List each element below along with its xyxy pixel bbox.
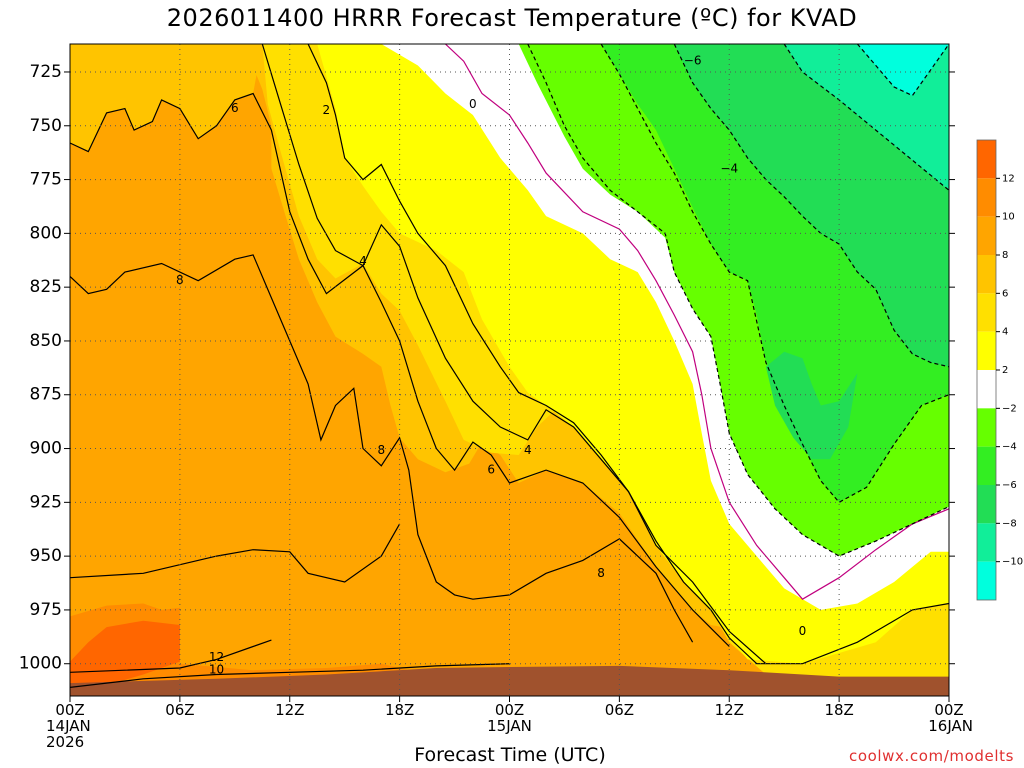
contour-label: 12: [209, 650, 224, 664]
contour-12: [70, 639, 272, 673]
y-tick-label: 825: [30, 277, 62, 297]
contour-minus4: [600, 44, 949, 504]
colorbar-label: −8: [1002, 518, 1017, 529]
contour-label: 2: [323, 103, 331, 117]
y-tick-label: 900: [30, 439, 62, 459]
contour-label: 0: [469, 97, 477, 111]
contour-label: 8: [176, 273, 184, 287]
band-12-plus: [70, 620, 180, 696]
colorbar-label: −4: [1002, 442, 1017, 453]
colorbar-swatch: [977, 523, 996, 562]
colorbar-label: 2: [1002, 365, 1008, 376]
colorbar-label: −2: [1002, 403, 1017, 414]
contour-0: [444, 44, 949, 600]
contour-label: 6: [231, 101, 239, 115]
colorbar-swatch: [977, 216, 996, 255]
contour-label: 6: [487, 463, 495, 477]
colorbar-swatch: [977, 331, 996, 370]
y-tick-label: 1000: [19, 654, 62, 674]
colorbar-swatch: [977, 140, 996, 179]
x-tick-label: 06Z: [605, 701, 634, 719]
colorbar-label: −6: [1002, 480, 1017, 491]
contour-label: 10: [209, 663, 224, 677]
credit-text: coolwx.com/modelts: [849, 747, 1014, 765]
colorbar-swatch: [977, 561, 996, 600]
contour-label: 4: [359, 254, 367, 268]
contour-label: 8: [597, 566, 605, 580]
x-tick-label: 18Z: [824, 701, 853, 719]
colorbar-swatch: [977, 370, 996, 409]
contour-2: [307, 44, 949, 665]
axes: 725750775800825850875900925950975100000Z…: [19, 43, 973, 751]
y-tick-label: 875: [30, 385, 62, 405]
colorbar-swatch: [977, 178, 996, 217]
colorbar-label: 4: [1002, 327, 1008, 338]
x-tick-label: 00Z: [55, 701, 84, 719]
contour-minus8: [783, 44, 949, 191]
y-tick-label: 800: [30, 223, 62, 243]
chart-title: 2026011400 HRRR Forecast Temperature (ºC…: [166, 4, 858, 32]
x-tick-label: 06Z: [165, 701, 194, 719]
contour-label: −6: [684, 54, 702, 68]
y-tick-label: 975: [30, 600, 62, 620]
x-tick-label: 00Z: [934, 701, 963, 719]
contour-10: [70, 663, 510, 688]
contour-minus10: [856, 44, 949, 97]
ground-surface: [70, 665, 949, 696]
band-10-12: [70, 603, 693, 696]
colorbar-label: −10: [1002, 557, 1023, 568]
y-tick-label: 775: [30, 170, 62, 190]
contour-6: [70, 92, 730, 647]
colorbar-label: 10: [1002, 212, 1015, 223]
x-tick-label: 18Z: [385, 701, 414, 719]
band-minus6-pocket: [765, 351, 858, 460]
colorbar-swatch: [977, 485, 996, 524]
x-tick-label: 15JAN: [487, 717, 532, 735]
contour-minus2: [527, 44, 949, 557]
colorbar-label: 8: [1002, 250, 1008, 261]
contour-4: [261, 44, 767, 665]
x-tick-label: 00Z: [495, 701, 524, 719]
colorbar-swatch: [977, 446, 996, 485]
contour-label: 4: [524, 443, 532, 457]
y-tick-label: 850: [30, 331, 62, 351]
contour-label: −4: [720, 161, 738, 175]
colorbar-swatch: [977, 408, 996, 447]
contour-label: 8: [377, 443, 385, 457]
contour-label: 0: [799, 624, 807, 638]
x-tick-label: 12Z: [275, 701, 304, 719]
band-minus10-minus8: [857, 44, 949, 96]
y-tick-label: 725: [30, 62, 62, 82]
colorbar-label: 12: [1002, 173, 1015, 184]
band-6-8-left: [70, 44, 263, 152]
y-tick-label: 925: [30, 492, 62, 512]
colorbar-label: 6: [1002, 288, 1008, 299]
x-tick-label: 2026: [46, 733, 84, 751]
x-tick-label: 12Z: [715, 701, 744, 719]
colorbar-swatch: [977, 293, 996, 332]
x-tick-label: 16JAN: [928, 717, 973, 735]
contour-minus6: [673, 44, 949, 368]
y-tick-label: 950: [30, 546, 62, 566]
colorbar: 12 10 8 6 4 2 −2 −4 −6 −8 −10: [976, 139, 1023, 601]
y-tick-label: 750: [30, 116, 62, 136]
x-tick-label: 14JAN: [46, 717, 91, 735]
contour-8-upper: [70, 254, 694, 643]
contour-8-lower: [70, 523, 401, 583]
x-axis-label: Forecast Time (UTC): [414, 744, 606, 766]
colorbar-swatch: [977, 255, 996, 294]
